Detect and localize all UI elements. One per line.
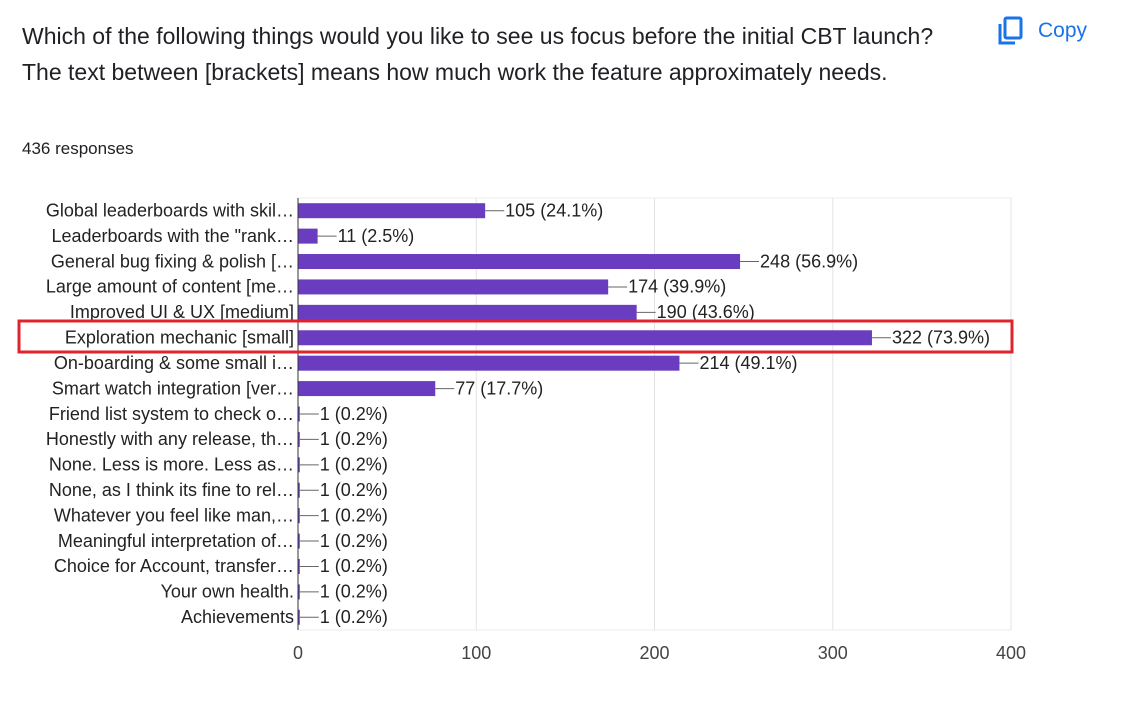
bar <box>298 254 741 270</box>
value-label: 322 (73.9%) <box>892 328 990 348</box>
bar <box>298 482 300 498</box>
value-label: 1 (0.2%) <box>320 505 388 525</box>
bar <box>298 508 300 524</box>
y-tick-label: Whatever you feel like man,… <box>54 505 294 525</box>
bar <box>298 330 872 346</box>
y-tick-label: Improved UI & UX [medium] <box>70 302 294 322</box>
x-tick-label: 400 <box>996 643 1026 663</box>
value-label: 77 (17.7%) <box>455 378 543 398</box>
bar <box>298 609 300 625</box>
y-tick-label: Choice for Account, transfer… <box>54 556 294 576</box>
copy-button[interactable]: Copy <box>996 16 1087 46</box>
highlight-box <box>17 319 1014 354</box>
copy-icon <box>998 16 1023 45</box>
response-count: 436 responses <box>22 139 134 158</box>
value-label: 1 (0.2%) <box>320 404 388 424</box>
bar <box>298 203 486 219</box>
x-tick-label: 0 <box>293 643 303 663</box>
bar <box>298 304 637 320</box>
bar <box>298 406 300 422</box>
value-label: 214 (49.1%) <box>699 353 797 373</box>
bar <box>298 431 300 447</box>
y-tick-label: Achievements <box>181 607 294 627</box>
value-label: 174 (39.9%) <box>628 277 726 297</box>
y-tick-label: On-boarding & some small i… <box>54 353 294 373</box>
value-label: 1 (0.2%) <box>320 480 388 500</box>
value-label: 105 (24.1%) <box>505 200 603 220</box>
y-tick-label: Leaderboards with the "rank… <box>51 226 294 246</box>
bar <box>298 558 300 574</box>
bar <box>298 533 300 549</box>
bar <box>298 381 436 397</box>
y-tick-label: None. Less is more. Less as… <box>49 455 294 475</box>
x-tick-label: 300 <box>818 643 848 663</box>
x-tick-label: 200 <box>639 643 669 663</box>
bar <box>298 584 300 600</box>
y-tick-label: None, as I think its fine to rel… <box>49 480 294 500</box>
y-tick-label: Meaningful interpretation of… <box>58 531 294 551</box>
value-label: 190 (43.6%) <box>657 302 755 322</box>
y-tick-label: Exploration mechanic [small] <box>65 328 294 348</box>
y-tick-label: General bug fixing & polish [… <box>51 251 294 271</box>
value-label: 1 (0.2%) <box>320 531 388 551</box>
value-label: 1 (0.2%) <box>320 556 388 576</box>
y-tick-label: Your own health. <box>161 582 294 602</box>
value-label: 248 (56.9%) <box>760 251 858 271</box>
y-tick-label: Smart watch integration [ver… <box>52 378 294 398</box>
bar <box>298 355 680 371</box>
value-label: 1 (0.2%) <box>320 607 388 627</box>
y-tick-label: Large amount of content [me… <box>46 277 294 297</box>
y-tick-label: Global leaderboards with skil… <box>46 200 294 220</box>
copy-label[interactable]: Copy <box>1038 19 1088 42</box>
value-label: 1 (0.2%) <box>320 582 388 602</box>
bar <box>298 279 609 295</box>
value-label: 1 (0.2%) <box>320 455 388 475</box>
x-tick-label: 100 <box>461 643 491 663</box>
bar <box>298 457 300 473</box>
y-tick-label: Honestly with any release, th… <box>46 429 294 449</box>
question-title: Which of the following things would you … <box>22 23 934 85</box>
value-label: 11 (2.5%) <box>338 226 415 246</box>
y-tick-label: Friend list system to check o… <box>49 404 294 424</box>
bar <box>298 228 318 244</box>
value-label: 1 (0.2%) <box>320 429 388 449</box>
